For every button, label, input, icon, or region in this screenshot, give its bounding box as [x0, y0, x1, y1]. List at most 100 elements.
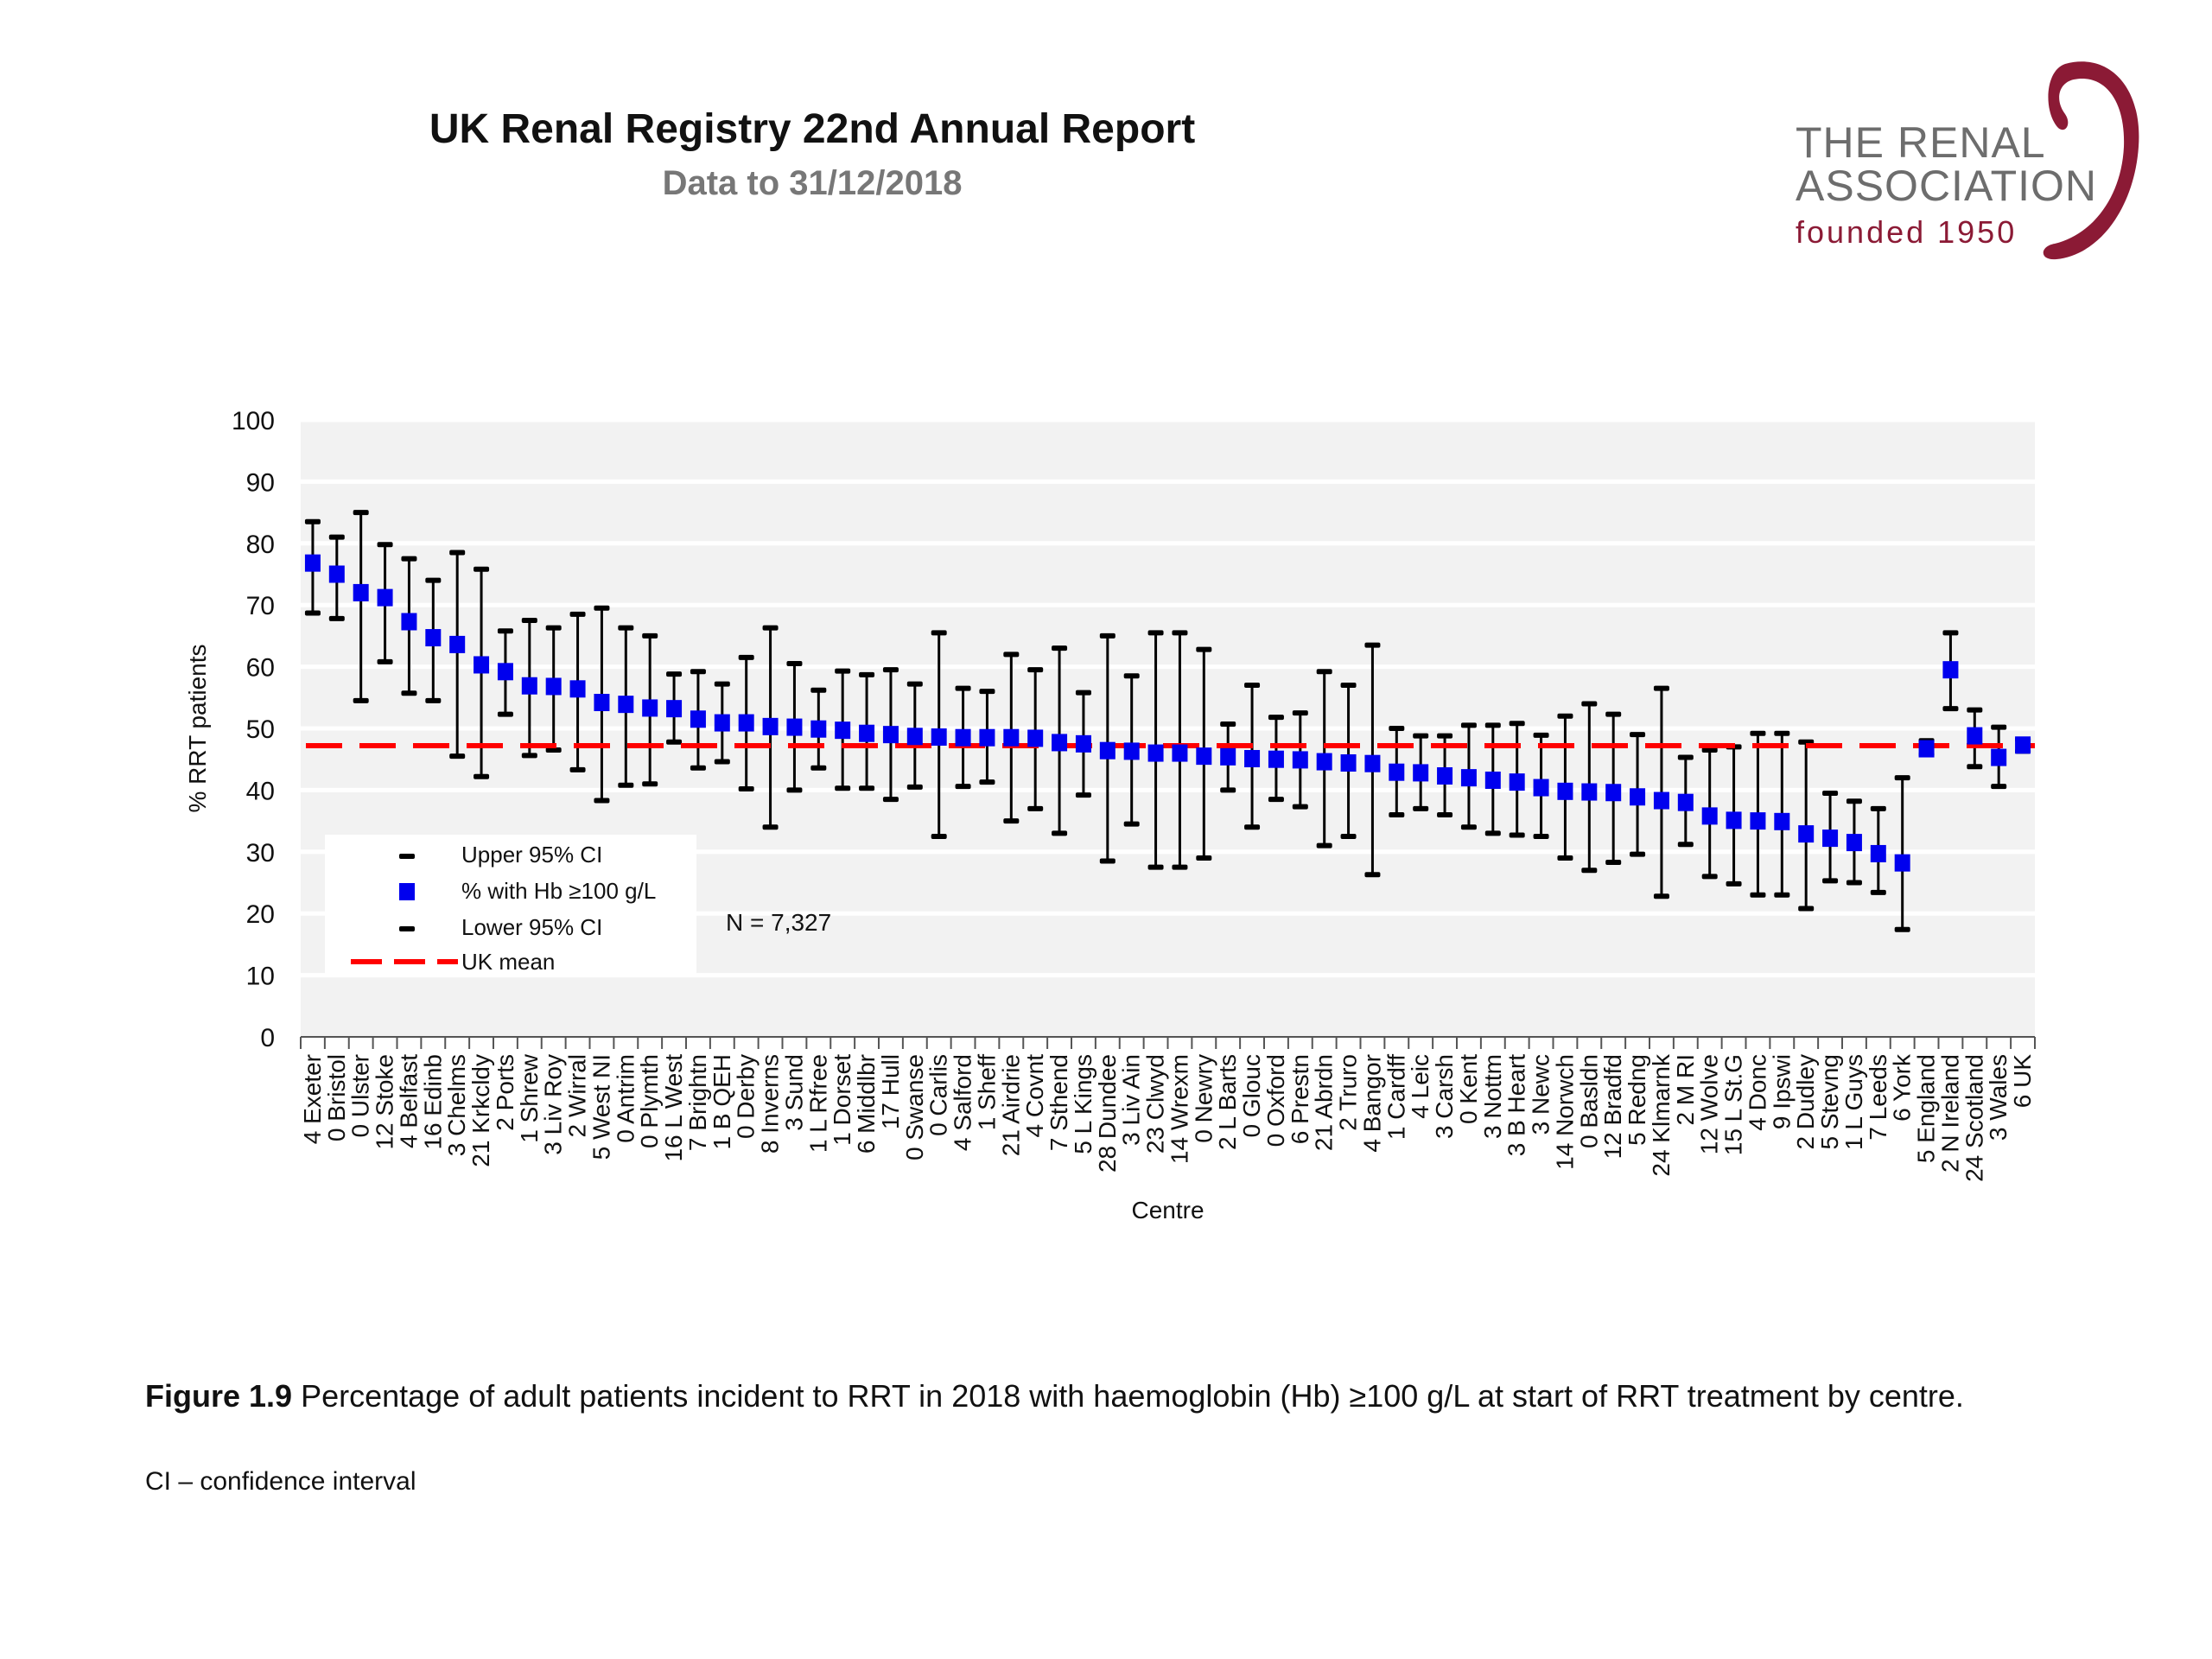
lower-ci-cap: [474, 773, 490, 779]
x-tick-label: 0 Kent: [1455, 1054, 1482, 1124]
legend-item-upper-ci: Upper 95% CI: [325, 838, 696, 873]
logo-line-3: founded 1950: [1796, 214, 2018, 250]
x-tick-label: 16 L West: [660, 1054, 687, 1162]
legend-label-mean: UK mean: [461, 949, 556, 975]
x-axis-label: Centre: [1131, 1197, 1204, 1224]
x-tick-label: 2 Dudley: [1792, 1054, 1819, 1150]
x-tick-label: 21 Abrdn: [1311, 1054, 1338, 1151]
lower-ci-cap: [497, 711, 513, 717]
x-tick-label: 4 Covnt: [1021, 1054, 1048, 1138]
data-point: [1460, 769, 1477, 787]
data-point: [1967, 727, 1983, 745]
data-point: [1340, 753, 1357, 772]
x-tick-label: 8 Inverns: [757, 1054, 784, 1154]
upper-ci-cap: [401, 556, 417, 562]
data-point: [618, 696, 634, 714]
data-point: [1027, 729, 1044, 747]
lower-ci-cap: [882, 797, 899, 803]
lower-ci-cap: [1894, 926, 1910, 932]
lower-ci-cap: [1484, 830, 1501, 836]
lower-ci-cap: [1967, 764, 1983, 770]
upper-ci-cap: [328, 534, 345, 540]
x-tick-label: 3 Nottm: [1479, 1054, 1506, 1139]
upper-ci-cap: [1677, 754, 1694, 760]
upper-ci-marker-icon: [399, 854, 415, 859]
logo-swirl-icon: [2043, 61, 2139, 260]
legend-label-lower-ci: Lower 95% CI: [461, 914, 603, 940]
upper-ci-cap: [1605, 711, 1622, 717]
data-point: [377, 588, 393, 607]
x-tick-label: 5 England: [1913, 1054, 1940, 1163]
y-tick-label: 50: [246, 715, 275, 744]
upper-ci-cap: [1581, 701, 1598, 707]
lower-ci-cap: [304, 610, 321, 616]
data-point: [1413, 764, 1429, 782]
upper-ci-cap: [1894, 775, 1910, 781]
y-tick-label: 70: [246, 592, 275, 620]
data-point: [1075, 734, 1091, 753]
x-tick-label: 2 L Barts: [1214, 1054, 1241, 1150]
upper-ci-cap: [1846, 798, 1862, 804]
data-point: [1099, 741, 1116, 760]
y-tick-label: 30: [246, 839, 275, 868]
x-tick-label: 0 Bristol: [323, 1054, 350, 1141]
lower-ci-cap: [1677, 842, 1694, 848]
upper-ci-cap: [1389, 726, 1405, 731]
upper-ci-cap: [1750, 730, 1766, 736]
lower-ci-cap: [1437, 811, 1453, 817]
data-point: [1798, 825, 1815, 843]
y-tick-label: 20: [246, 900, 275, 929]
upper-ci-cap: [714, 681, 730, 687]
lower-ci-cap: [1244, 824, 1261, 830]
lower-ci-cap: [1870, 889, 1886, 895]
x-tick-label: 2 Ports: [492, 1054, 518, 1131]
report-subtitle: Data to 31/12/2018: [662, 164, 963, 202]
y-tick-label: 0: [260, 1024, 275, 1052]
chart-legend: Upper 95% CI % with Hb ≥100 g/L Lower 95…: [325, 835, 696, 976]
data-point: [1316, 753, 1332, 771]
lower-ci-cap: [666, 739, 683, 745]
x-tick-label: 0 Swanse: [901, 1054, 928, 1160]
data-point: [1484, 771, 1501, 789]
upper-ci-cap: [1942, 630, 1959, 636]
legend-item-lower-ci: Lower 95% CI: [325, 911, 696, 945]
data-point: [1052, 734, 1068, 752]
x-tick-label: 0 Derby: [733, 1054, 760, 1139]
lower-ci-cap: [1220, 787, 1236, 793]
data-point: [1846, 834, 1862, 852]
data-point: [714, 714, 730, 732]
upper-ci-cap: [353, 510, 369, 516]
upper-ci-cap: [1437, 733, 1453, 739]
upper-ci-cap: [1027, 667, 1044, 673]
upper-ci-cap: [449, 550, 466, 556]
upper-ci-cap: [835, 668, 851, 674]
lower-ci-cap: [594, 798, 610, 804]
upper-ci-cap: [1268, 715, 1284, 721]
lower-ci-cap: [786, 787, 803, 793]
lower-ci-cap: [690, 765, 706, 771]
x-tick-label: 0 Oxford: [1262, 1054, 1289, 1147]
lower-ci-cap: [1533, 833, 1549, 839]
upper-ci-cap: [931, 630, 947, 636]
y-tick-label: 60: [246, 654, 275, 683]
report-title: UK Renal Registry 22nd Annual Report: [429, 106, 1196, 152]
x-tick-label: 23 Clwyd: [1142, 1054, 1169, 1154]
upper-ci-cap: [521, 618, 537, 624]
data-point: [353, 583, 369, 601]
data-point: [1364, 754, 1381, 772]
lower-ci-cap: [1630, 851, 1646, 857]
lower-ci-cap: [1581, 868, 1598, 874]
logo-line-2: ASSOCIATION: [1796, 162, 2098, 210]
x-tick-label: 7 Brightn: [684, 1054, 711, 1151]
lower-ci-cap: [1123, 821, 1140, 827]
x-tick-label: 0 Plymth: [636, 1054, 663, 1148]
x-tick-label: 2 Truro: [1335, 1054, 1362, 1131]
lower-ci-cap: [1991, 784, 2007, 790]
upper-ci-cap: [497, 628, 513, 634]
lower-ci-cap: [1822, 878, 1839, 884]
x-tick-label: 6 Middlbr: [853, 1054, 880, 1154]
upper-ci-cap: [1316, 669, 1332, 675]
upper-ci-cap: [690, 669, 706, 675]
upper-ci-cap: [979, 689, 995, 695]
lower-ci-cap: [1147, 864, 1164, 870]
